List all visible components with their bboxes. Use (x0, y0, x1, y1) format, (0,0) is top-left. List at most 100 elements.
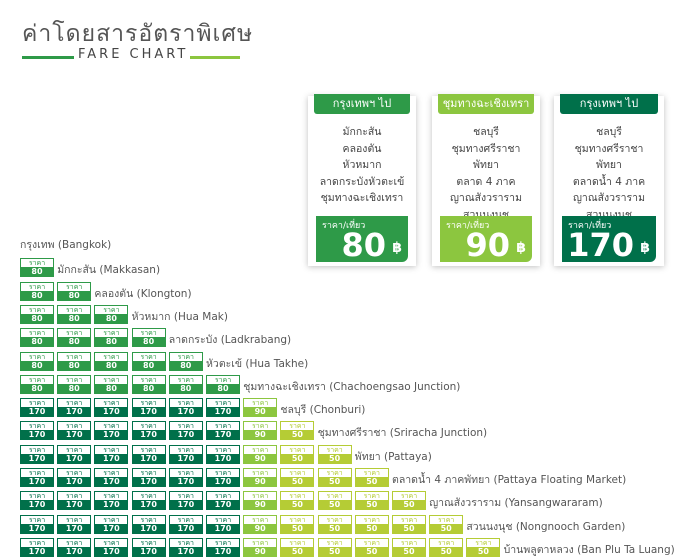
fare-cell: ราคา 80 (94, 328, 129, 348)
fare-cell-value: 80 (169, 383, 202, 393)
fare-cell-label: ราคา (393, 515, 425, 524)
fare-cell-value: 80 (21, 267, 53, 277)
fare-cell-value: 50 (281, 430, 314, 440)
fare-cell: ราคา 80 (131, 351, 166, 371)
baht-currency: ฿ (640, 240, 650, 256)
fare-cell-value: 170 (207, 477, 239, 486)
fare-cell: ราคา 170 (206, 468, 240, 487)
fare-cell-value: 80 (95, 383, 128, 393)
fare-cell-value: 170 (132, 453, 165, 463)
fare-cell: ราคา 170 (20, 444, 54, 464)
fare-cell-value: 170 (58, 430, 91, 440)
fare-cell: ราคา 170 (94, 491, 129, 511)
fare-cell-value: 170 (21, 546, 53, 556)
fare-card-destination: ชุมทางฉะเชิงเทรา (320, 192, 404, 204)
fare-cell-label: ราคา (244, 469, 277, 477)
fare-cell-value: 50 (281, 546, 314, 556)
fare-cell-label: ราคา (58, 329, 91, 338)
fare-cell-label: ราคา (393, 492, 425, 501)
page-title-thai: ค่าโดยสารอัตราพิเศษ (22, 21, 254, 47)
fare-cell: ราคา 170 (206, 398, 240, 418)
fare-cell-value: 170 (132, 546, 165, 556)
station-label: พัทยา (Pattaya) (354, 450, 432, 463)
fare-cell: ราคา 170 (131, 444, 166, 464)
fare-cell-label: ราคา (355, 538, 388, 547)
fare-cell-value: 170 (58, 407, 91, 417)
fare-cell-label: ราคา (430, 515, 463, 524)
fare-cell-value: 80 (21, 290, 53, 300)
fare-cell: ราคา 170 (57, 514, 92, 534)
fare-cell-label: ราคา (355, 492, 388, 501)
fare-cell-value: 50 (355, 523, 388, 533)
fare-cell: ราคา 80 (57, 304, 92, 324)
fare-cell-value: 170 (169, 407, 202, 417)
fare-cell-value: 50 (355, 500, 388, 510)
fare-cell: ราคา 170 (168, 421, 203, 441)
fare-cell-value: 90 (244, 453, 277, 463)
fare-cell: ราคา 50 (354, 468, 389, 487)
fare-cell-label: ราคา (132, 538, 165, 547)
fare-cell-label: ราคา (95, 399, 128, 408)
fare-cell-value: 80 (95, 313, 128, 323)
fare-cell-label: ราคา (393, 538, 425, 547)
fare-cell-label: ราคา (95, 305, 128, 314)
page-title-english: FARE CHART (78, 47, 189, 62)
fare-cell-label: ราคา (58, 422, 91, 431)
fare-cell: ราคา 170 (57, 491, 92, 511)
fare-cell-value: 170 (169, 546, 202, 556)
fare-cell: ราคา 170 (57, 398, 92, 418)
fare-cell-label: ราคา (21, 399, 53, 408)
fare-cell: ราคา 170 (168, 468, 203, 487)
fare-cell: ราคา 50 (280, 468, 315, 487)
station-label: ตลาดน้ำ 4 ภาคพัทยา (Pattaya Floating Mar… (392, 474, 627, 486)
fare-card-destination: ชุมทางศรีราชา (574, 142, 644, 155)
fare-card-destination: พัทยา (596, 159, 622, 171)
fare-cell: ราคา 80 (94, 351, 129, 371)
fare-cell: ราคา 80 (20, 258, 54, 278)
fare-cell-label: ราคา (281, 445, 314, 454)
fare-cell: ราคา 170 (206, 537, 240, 557)
fare-cell: ราคา 170 (206, 491, 240, 511)
fare-card-destination: ลาดกระบังหัวตะเข้ (319, 175, 405, 188)
fare-card-destination: ตลาดน้ำ 4 ภาค (572, 175, 646, 188)
fare-cell: ราคา 90 (243, 444, 278, 464)
fare-cell-label: ราคา (132, 492, 165, 501)
fare-cell-label: ราคา (95, 422, 128, 431)
fare-cell: ราคา 90 (243, 514, 278, 534)
fare-cell-value: 90 (244, 500, 277, 510)
fare-cell-label: ราคา (169, 492, 202, 501)
fare-cell-value: 170 (169, 453, 202, 463)
fare-cell: ราคา 170 (20, 514, 54, 534)
fare-cell-value: 50 (355, 477, 388, 486)
fare-cell: ราคา 170 (20, 491, 54, 511)
fare-cell-value: 50 (281, 477, 314, 486)
fare-cell-label: ราคา (281, 515, 314, 524)
fare-cell-value: 170 (169, 523, 202, 533)
fare-cell-value: 80 (21, 313, 53, 323)
station-label: ลาดกระบัง (Ladkrabang) (168, 334, 292, 347)
fare-cell-label: ราคา (21, 259, 53, 268)
fare-card-3: กรุงเทพฯ ไป ชลบุรี ชุมทางศรีราชา พัทยา ตลาดน… (554, 94, 664, 266)
fare-cell-value: 50 (393, 523, 425, 533)
fare-cell: ราคา 50 (317, 444, 352, 464)
fare-cell: ราคา 50 (317, 468, 352, 487)
title-line-left (22, 56, 74, 59)
fare-cell: ราคา 90 (243, 421, 278, 441)
title-line-right (190, 56, 240, 59)
fare-cell-label: ราคา (169, 375, 202, 384)
price-value: 80 (341, 226, 386, 264)
fare-cell-label: ราคา (244, 492, 277, 501)
fare-cell-label: ราคา (355, 469, 388, 477)
fare-cell: ราคา 80 (20, 281, 54, 301)
fare-cell-value: 170 (132, 430, 165, 440)
fare-cell-label: ราคา (207, 492, 239, 501)
fare-card-destination: ตลาด 4 ภาค (456, 175, 516, 188)
station-label: สวนนงนุช (Nongnooch Garden) (466, 520, 626, 533)
fare-cell: ราคา 170 (20, 537, 54, 557)
fare-cell-label: ราคา (318, 492, 351, 501)
fare-cell-label: ราคา (244, 515, 277, 524)
fare-cell-label: ราคา (21, 375, 53, 384)
station-label: บ้านพลูตาหลวง (Ban Plu Ta Luang) (503, 543, 675, 556)
fare-cell-value: 90 (244, 546, 277, 556)
fare-cell-value: 170 (169, 477, 202, 486)
